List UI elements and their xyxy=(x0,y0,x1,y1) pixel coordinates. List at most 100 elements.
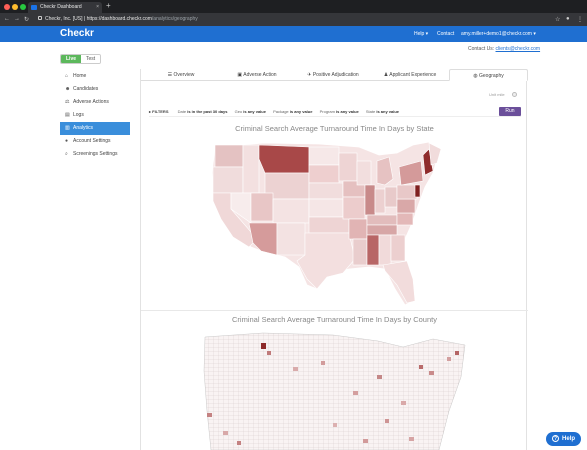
environment-toggle: Live Test xyxy=(60,54,102,64)
county-cell[interactable] xyxy=(237,441,241,445)
county-cell[interactable] xyxy=(333,423,337,427)
state-region[interactable] xyxy=(308,198,344,218)
close-window-icon[interactable] xyxy=(4,4,10,10)
new-tab-icon[interactable]: + xyxy=(106,1,111,10)
analytics-panel: ☰ Overview ▣ Adverse Action ✈ Positive A… xyxy=(140,69,528,450)
county-cell[interactable] xyxy=(223,431,228,435)
county-cell[interactable] xyxy=(261,343,266,349)
checkr-logo[interactable]: Checkr xyxy=(60,28,94,39)
help-menu[interactable]: Help ▾ xyxy=(414,31,429,37)
state-region[interactable] xyxy=(308,164,340,184)
filter-program[interactable]: Program is any value xyxy=(320,109,359,114)
live-button[interactable]: Live xyxy=(61,55,82,63)
sidebar-item-candidates[interactable]: ☻ Candidates xyxy=(60,83,130,96)
filter-program-value: is any value xyxy=(336,109,359,114)
filter-package[interactable]: Package is any value xyxy=(273,109,312,114)
county-cell[interactable] xyxy=(385,419,389,423)
state-region[interactable] xyxy=(384,186,398,208)
bookmark-star-icon[interactable]: ☆ xyxy=(555,17,561,23)
state-region[interactable] xyxy=(308,216,350,234)
state-texas[interactable] xyxy=(296,232,356,290)
sidebar-item-home[interactable]: ⌂ Home xyxy=(60,70,130,83)
tab-adverse-action[interactable]: ▣ Adverse Action xyxy=(237,72,277,78)
profile-icon[interactable]: ● xyxy=(566,16,570,22)
county-cell[interactable] xyxy=(321,361,325,365)
state-region[interactable] xyxy=(428,142,442,166)
county-choropleth-map[interactable] xyxy=(203,331,468,450)
county-cell[interactable] xyxy=(377,375,382,379)
state-region[interactable] xyxy=(272,198,310,224)
units-toggle[interactable] xyxy=(512,92,517,97)
state-florida[interactable] xyxy=(382,260,416,304)
tab-geography[interactable]: ◍ Geography xyxy=(449,69,528,81)
state-region[interactable] xyxy=(348,218,368,240)
county-cell[interactable] xyxy=(353,391,358,395)
state-region[interactable] xyxy=(366,214,398,226)
county-cell[interactable] xyxy=(455,351,459,355)
county-cell[interactable] xyxy=(207,413,212,417)
state-region[interactable] xyxy=(250,192,274,222)
state-montana[interactable] xyxy=(258,144,310,174)
run-button[interactable]: Run xyxy=(499,107,521,116)
filter-geo[interactable]: Geo is any value xyxy=(235,109,266,114)
contact-link[interactable]: Contact xyxy=(437,31,455,37)
back-icon[interactable]: ← xyxy=(4,16,10,22)
state-region[interactable] xyxy=(242,144,260,194)
state-region[interactable] xyxy=(374,188,386,214)
county-cell[interactable] xyxy=(363,439,368,443)
state-region[interactable] xyxy=(214,144,244,168)
state-region[interactable] xyxy=(396,212,414,226)
sidebar-item-screenings-settings[interactable]: ⌕ Screenings Settings xyxy=(60,148,130,161)
tab-overview[interactable]: ☰ Overview xyxy=(167,72,195,78)
state-new-hampshire[interactable] xyxy=(422,148,434,176)
browser-tab[interactable]: Checkr Dashboard × xyxy=(28,2,102,13)
sidebar-item-analytics[interactable]: ▥ Analytics xyxy=(60,122,130,135)
state-mississippi[interactable] xyxy=(366,234,380,266)
contact-us-email[interactable]: clients@checkr.com xyxy=(495,46,541,52)
sidebar-item-account-settings[interactable]: ● Account Settings xyxy=(60,135,130,148)
county-cell[interactable] xyxy=(293,367,298,371)
browser-menu-icon[interactable]: ⋮ xyxy=(577,17,583,23)
filter-state[interactable]: State is any value xyxy=(366,109,399,114)
state-region[interactable] xyxy=(378,234,392,266)
state-new-jersey[interactable] xyxy=(414,184,421,198)
state-region[interactable] xyxy=(308,146,340,166)
state-region[interactable] xyxy=(396,184,418,200)
state-region[interactable] xyxy=(212,166,244,194)
state-region[interactable] xyxy=(352,238,368,266)
state-region[interactable] xyxy=(308,182,344,200)
tab-close-icon[interactable]: × xyxy=(96,4,99,10)
state-region[interactable] xyxy=(396,198,416,214)
minimize-window-icon[interactable] xyxy=(12,4,18,10)
state-region[interactable] xyxy=(342,196,366,220)
url-field[interactable]: Checkr, Inc. [US] | https://dashboard.ch… xyxy=(38,16,198,22)
state-region[interactable] xyxy=(366,224,398,236)
state-region[interactable] xyxy=(390,234,406,262)
reload-icon[interactable]: ↻ xyxy=(24,17,30,23)
filters-toggle[interactable]: ▸ FILTERS xyxy=(149,109,169,114)
county-cell[interactable] xyxy=(447,357,451,361)
state-region[interactable] xyxy=(276,222,306,256)
county-cell[interactable] xyxy=(409,437,414,441)
county-cell[interactable] xyxy=(267,351,271,355)
account-menu[interactable]: amy.miller+demo1@checkr.com ▾ xyxy=(461,31,536,37)
test-button[interactable]: Test xyxy=(81,55,101,63)
sidebar-item-logs[interactable]: ▤ Logs xyxy=(60,109,130,122)
state-region[interactable] xyxy=(356,160,372,186)
state-choropleth-map[interactable] xyxy=(209,139,449,309)
state-region[interactable] xyxy=(338,152,358,182)
state-region[interactable] xyxy=(376,156,394,186)
county-cell[interactable] xyxy=(419,365,423,369)
county-cell[interactable] xyxy=(429,371,434,375)
county-cell[interactable] xyxy=(401,401,406,405)
tab-positive-adjudication[interactable]: ✈ Positive Adjudication xyxy=(307,72,359,78)
state-region[interactable] xyxy=(364,184,376,216)
sidebar-item-adverse-actions[interactable]: ⚖ Adverse Actions xyxy=(60,96,130,109)
filter-date[interactable]: Date is in the past 30 days xyxy=(178,109,228,114)
state-region[interactable] xyxy=(398,160,424,186)
state-region[interactable] xyxy=(248,222,278,256)
forward-icon[interactable]: → xyxy=(14,16,20,22)
help-widget-button[interactable]: ? Help xyxy=(546,432,581,446)
tab-applicant-experience[interactable]: ♟ Applicant Experience xyxy=(383,72,437,78)
maximize-window-icon[interactable] xyxy=(20,4,26,10)
